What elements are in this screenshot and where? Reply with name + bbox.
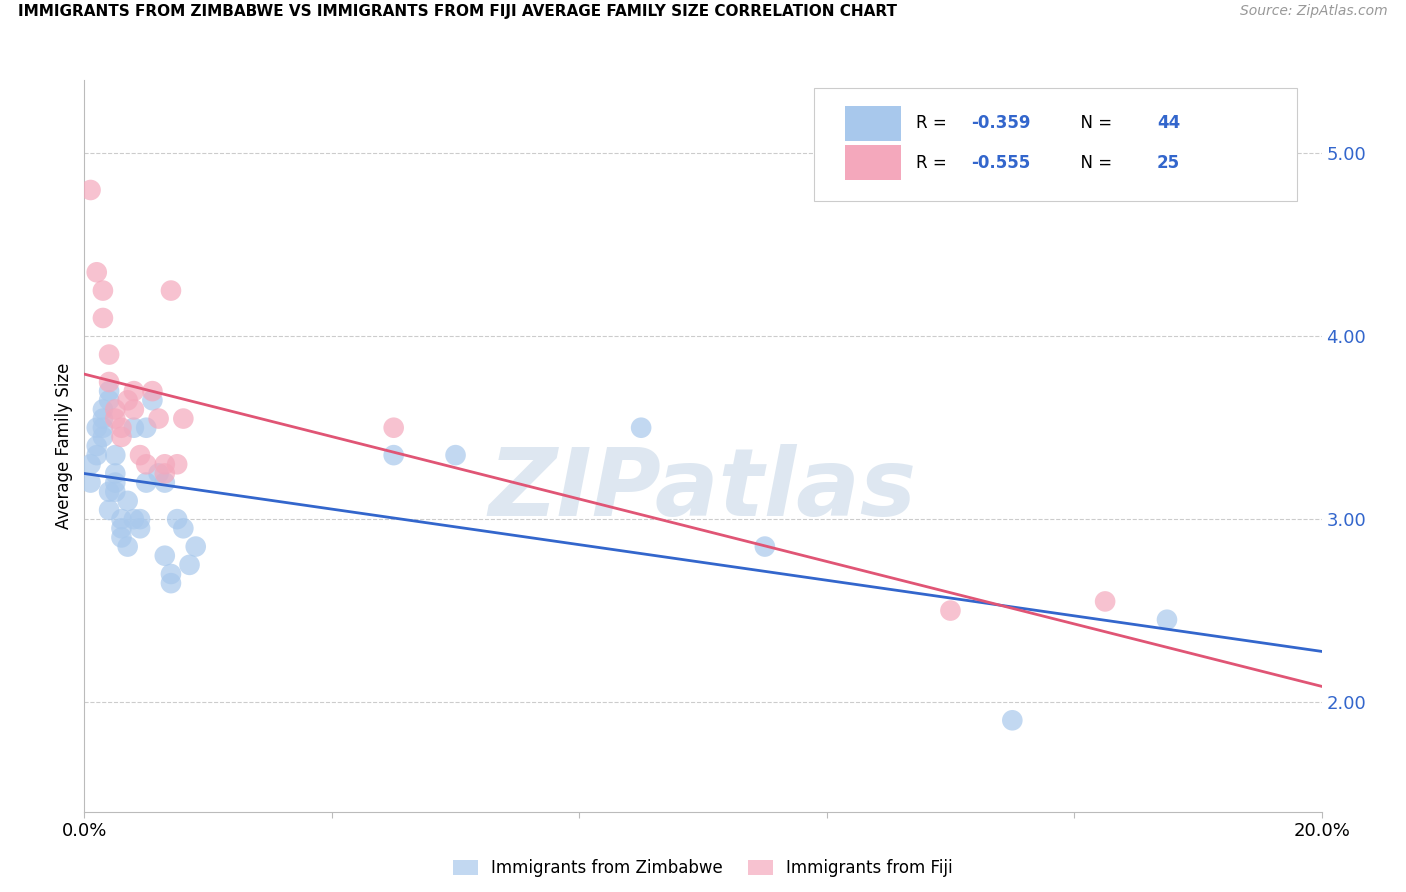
Y-axis label: Average Family Size: Average Family Size [55,363,73,529]
Text: -0.555: -0.555 [972,154,1031,172]
Point [184,540,207,554]
Point [98,375,121,389]
Point [148,411,170,425]
Point [160,567,183,582]
Point [86,439,108,453]
Point [630,420,652,434]
Text: ZIPatlas: ZIPatlas [489,444,917,536]
Point [104,484,127,499]
Point [91,284,114,298]
Point [86,420,108,434]
Point [141,384,163,398]
Point [1156,613,1178,627]
Point [79,458,101,472]
Point [444,448,467,462]
Point [129,521,152,535]
Point [104,467,127,481]
Point [98,484,121,499]
Point [91,411,114,425]
Point [129,448,152,462]
Point [98,393,121,408]
Text: 44: 44 [1157,114,1180,132]
Point [135,458,157,472]
Text: N =: N = [1070,114,1118,132]
Text: N =: N = [1070,154,1118,172]
Point [104,402,127,417]
Point [179,558,201,572]
Point [160,576,183,591]
Point [91,402,114,417]
Point [122,512,145,526]
Point [1001,714,1024,728]
Point [148,467,170,481]
Point [79,475,101,490]
Point [153,458,176,472]
Point [91,430,114,444]
Point [86,448,108,462]
Text: Source: ZipAtlas.com: Source: ZipAtlas.com [1240,4,1388,19]
Text: R =: R = [915,114,952,132]
Point [135,475,157,490]
Point [939,603,962,617]
Point [79,183,101,197]
Point [117,393,139,408]
Text: 25: 25 [1157,154,1180,172]
Point [153,549,176,563]
Point [160,284,183,298]
Point [104,448,127,462]
Point [91,420,114,434]
Point [110,512,132,526]
Point [129,512,152,526]
Point [110,430,132,444]
Point [110,521,132,535]
Point [1094,594,1116,608]
Point [122,420,145,434]
Point [382,448,405,462]
Point [98,503,121,517]
Text: -0.359: -0.359 [972,114,1031,132]
Point [110,420,132,434]
Point [122,402,145,417]
Legend: Immigrants from Zimbabwe, Immigrants from Fiji: Immigrants from Zimbabwe, Immigrants fro… [446,853,960,884]
Point [98,348,121,362]
Point [104,475,127,490]
Point [172,521,194,535]
Point [104,411,127,425]
Point [86,265,108,279]
Point [172,411,194,425]
Point [166,458,188,472]
Point [98,384,121,398]
Point [153,467,176,481]
Point [135,420,157,434]
Point [122,384,145,398]
Point [117,493,139,508]
FancyBboxPatch shape [845,145,901,180]
Point [166,512,188,526]
Point [141,393,163,408]
Point [91,311,114,326]
Point [117,540,139,554]
Point [153,475,176,490]
Point [382,420,405,434]
Text: IMMIGRANTS FROM ZIMBABWE VS IMMIGRANTS FROM FIJI AVERAGE FAMILY SIZE CORRELATION: IMMIGRANTS FROM ZIMBABWE VS IMMIGRANTS F… [18,4,897,20]
FancyBboxPatch shape [814,87,1296,201]
Point [110,530,132,544]
Point [754,540,776,554]
Text: R =: R = [915,154,952,172]
FancyBboxPatch shape [845,106,901,141]
